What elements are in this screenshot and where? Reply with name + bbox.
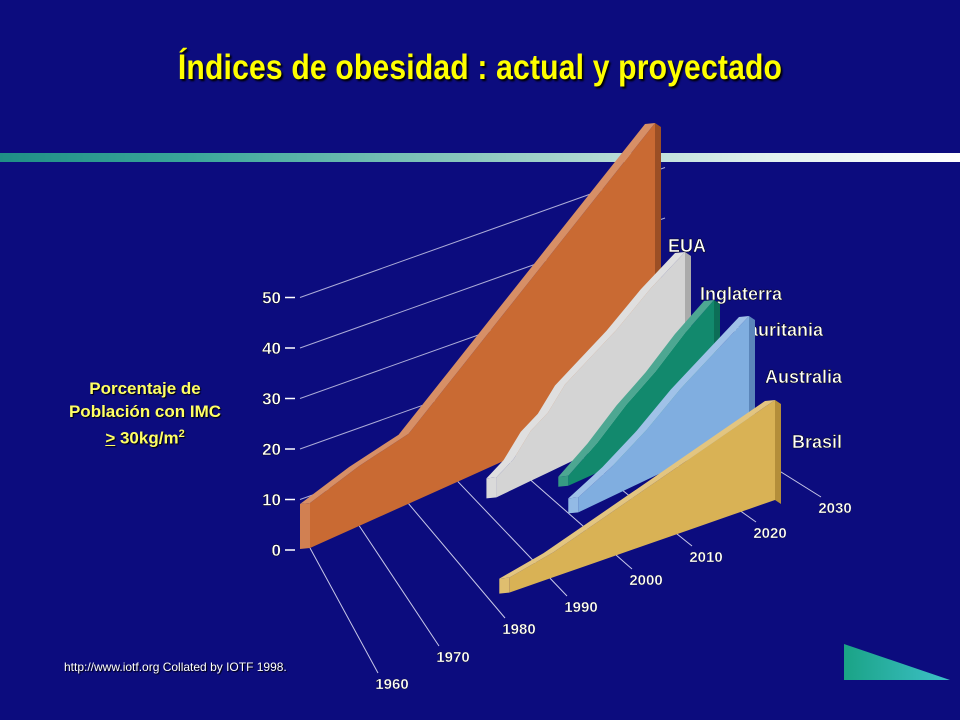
x-tick-label: 1970	[436, 649, 469, 666]
year-guide-line	[358, 525, 440, 647]
y-tick-label: 20	[262, 440, 281, 459]
ribbon-edge-mauritania	[558, 475, 569, 487]
y-axis-label: Porcentaje de Población con IMC > 30kg/m…	[40, 377, 250, 450]
ribbon-front-australia	[578, 316, 749, 513]
y-axis-label-line2: Población con IMC	[68, 402, 222, 421]
x-tick-label: 1990	[564, 599, 597, 616]
ribbon-edge-brasil	[499, 577, 510, 594]
ribbon-front-eua	[310, 123, 655, 548]
x-tick-label: 2020	[753, 525, 786, 542]
ribbon-edge-inglaterra	[486, 477, 497, 499]
y-axis-label-ge: >	[105, 428, 116, 448]
y-tick-label: 40	[262, 339, 281, 358]
x-tick-label: 1980	[502, 621, 535, 638]
x-tick-label: 2030	[818, 500, 851, 517]
ribbon-edge-eua	[300, 503, 310, 549]
series-label-mauritania: Mauritania	[733, 320, 824, 340]
ribbon-side-brasil	[775, 400, 781, 504]
x-tick-label: 2010	[689, 549, 722, 566]
series-label-eua: EUA	[668, 236, 706, 256]
series-label-australia: Australia	[765, 367, 843, 387]
year-guide-line	[408, 503, 506, 619]
title-divider	[0, 153, 960, 162]
year-guide-line	[309, 547, 379, 674]
y-axis-label-value: 30kg/m	[115, 428, 179, 448]
ribbon-side-australia	[749, 316, 755, 435]
ribbon-top-australia	[568, 316, 749, 499]
y-axis-label-exp: 2	[178, 428, 185, 440]
slide-title: Índices de obesidad : actual y proyectad…	[177, 48, 783, 87]
y-tick-label: 10	[262, 491, 281, 510]
x-tick-label: 2000	[629, 572, 662, 589]
ribbon-edge-australia	[568, 497, 579, 514]
series-label-inglaterra: Inglaterra	[700, 284, 783, 304]
series-label-brasil: Brasil	[792, 432, 842, 452]
ribbon-front-inglaterra	[496, 252, 685, 498]
corner-decoration	[844, 644, 950, 680]
ribbon-top-brasil	[499, 400, 775, 579]
ribbon-front-brasil	[509, 400, 775, 593]
ribbon-top-mauritania	[558, 300, 714, 477]
x-tick-label: 1960	[375, 676, 408, 693]
source-note: http://www.iotf.org Collated by IOTF 199…	[64, 660, 287, 674]
y-axis-label-line3: > 30kg/m2	[40, 423, 250, 450]
ribbon-front-mauritania	[568, 300, 714, 486]
y-tick-label: 50	[262, 289, 281, 308]
y-tick-label: 0	[272, 541, 281, 560]
y-tick-label: 30	[262, 390, 281, 409]
ribbon-top-eua	[300, 123, 655, 504]
ribbon-top-inglaterra	[486, 252, 685, 479]
y-axis-label-line1: Porcentaje de	[89, 379, 201, 398]
